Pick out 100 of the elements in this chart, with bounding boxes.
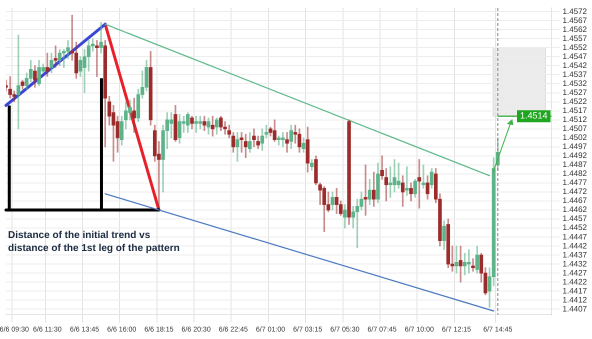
candlestick: [351, 206, 355, 228]
candlestick: [248, 132, 252, 153]
candlestick: [236, 132, 240, 162]
candlestick: [37, 60, 41, 86]
y-tick-label: 1.4497: [562, 142, 588, 152]
candlestick: [86, 40, 90, 72]
candlestick: [28, 60, 33, 82]
candlestick: [310, 159, 314, 171]
candlestick: [334, 188, 338, 214]
candlestick: [289, 124, 293, 150]
candlestick: [128, 100, 132, 120]
y-tick-label: 1.4567: [562, 16, 588, 25]
y-tick-label: 1.4487: [562, 160, 588, 170]
candlestick: [360, 192, 364, 210]
candlestick: [422, 164, 426, 189]
candlestick: [268, 126, 272, 136]
candlestick: [417, 159, 422, 209]
candlestick: [298, 128, 302, 153]
candlestick: [318, 182, 322, 205]
candlestick: [210, 116, 214, 136]
candlestick: [302, 138, 306, 153]
candlestick: [471, 258, 475, 272]
candlestick: [442, 220, 446, 250]
candlestick: [272, 119, 276, 142]
y-tick-label: 1.4412: [562, 295, 588, 304]
y-tick-label: 1.4467: [562, 196, 588, 206]
y-tick-label: 1.4572: [562, 6, 588, 16]
candlestick: [256, 136, 260, 150]
candlestick: [467, 249, 471, 274]
candlestick: [190, 116, 194, 130]
candlestick: [107, 96, 112, 126]
y-tick-label: 1.4437: [562, 250, 588, 260]
candlestick: [364, 164, 368, 216]
candlestick: [54, 46, 58, 68]
y-tick-label: 1.4422: [562, 277, 588, 286]
candlestick: [82, 49, 86, 94]
candlestick: [409, 182, 413, 202]
candlestick: [116, 116, 120, 153]
candlestick: [103, 40, 108, 148]
y-tick-label: 1.4452: [562, 223, 588, 232]
candlestick: [430, 168, 434, 189]
y-tick-label: 1.4532: [562, 78, 588, 88]
candlestick: [252, 128, 256, 148]
candlestick: [240, 132, 244, 153]
y-tick-label: 1.4417: [562, 286, 588, 296]
candlestick: [276, 136, 281, 146]
candlestick: [58, 49, 62, 66]
candlestick: [178, 114, 182, 144]
candlestick: [95, 40, 99, 77]
candlestick: [148, 50, 152, 126]
y-tick-label: 1.4457: [562, 214, 588, 224]
candlestick: [132, 98, 136, 133]
candlestick: [405, 166, 409, 196]
y-tick-label: 1.4512: [562, 115, 588, 124]
candlestick: [144, 60, 148, 92]
y-tick-label: 1.4517: [562, 106, 588, 116]
candlestick: [244, 134, 248, 158]
candlestick: [446, 218, 450, 268]
y-tick-label: 1.4552: [562, 42, 588, 52]
candlestick: [376, 162, 380, 204]
candlestick: [260, 128, 264, 151]
y-tick-label: 1.4482: [562, 169, 588, 178]
candlestick: [355, 198, 360, 248]
candlestick: [12, 90, 16, 102]
candlestick: [136, 88, 140, 122]
candlestick: [475, 246, 479, 274]
y-tick-label: 1.4537: [562, 70, 588, 79]
candlestick: [74, 42, 78, 79]
candlestick: [306, 126, 310, 172]
candlestick: [384, 168, 388, 202]
candlestick: [186, 112, 190, 133]
candlestick: [124, 101, 128, 130]
y-tick-label: 1.4502: [562, 133, 588, 142]
candlestick: [194, 116, 198, 133]
y-tick-label: 1.4427: [562, 268, 588, 278]
candlestick: [281, 132, 285, 148]
candlestick: [338, 200, 343, 216]
y-tick-label: 1.4442: [562, 241, 588, 250]
y-tick-label: 1.4557: [562, 34, 588, 43]
candlestick: [120, 116, 124, 146]
candlestick: [66, 40, 70, 59]
y-tick-label: 1.4462: [562, 205, 588, 214]
candlestick: [330, 192, 334, 210]
candlestick: [202, 116, 206, 131]
candlestick: [426, 175, 430, 200]
candlestick: [112, 105, 116, 162]
candlestick: [206, 118, 210, 135]
candlestick: [62, 49, 66, 68]
candlestick: [8, 76, 12, 99]
candlestick: [20, 80, 24, 90]
y-tick-label: 1.4507: [562, 124, 588, 134]
candlestick: [326, 192, 330, 212]
candlestick: [343, 204, 347, 228]
y-tick-label: 1.4447: [562, 232, 588, 242]
candlestick: [219, 116, 223, 131]
candlestick: [214, 118, 219, 135]
candlestick: [368, 179, 372, 205]
candlestick: [46, 52, 50, 77]
y-tick-label: 1.4407: [562, 304, 588, 314]
candlestick: [322, 186, 326, 232]
